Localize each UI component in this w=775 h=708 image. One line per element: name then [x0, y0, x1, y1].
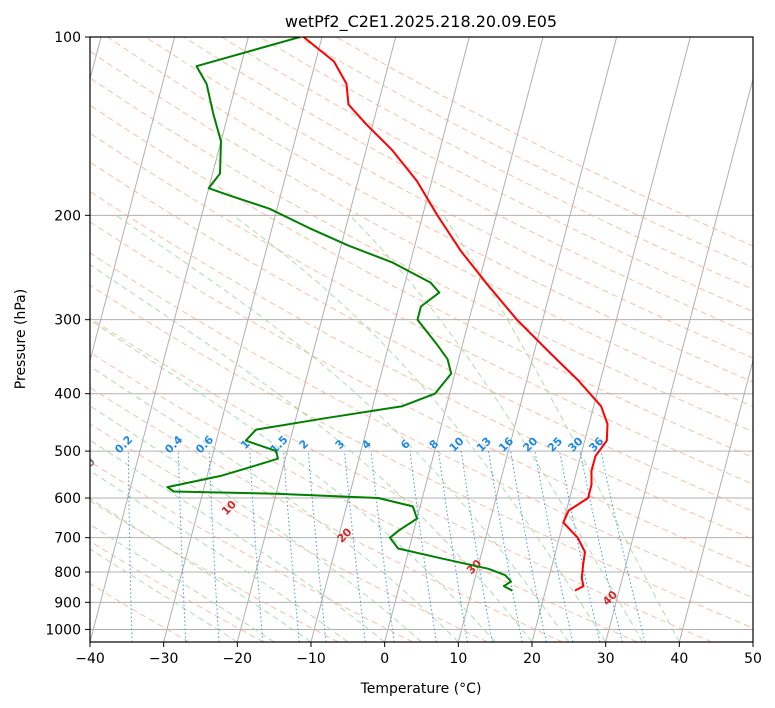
y-axis: 1000 900 800 700 600 500 400 300 200 100 — [45, 30, 90, 638]
x-tick-label: 50 — [744, 651, 762, 667]
y-axis-title: Pressure (hPa) — [13, 289, 29, 389]
dry-adiabat-line — [90, 387, 563, 642]
dry-adiabat-line — [221, 37, 753, 313]
moist-adiabat-line — [90, 319, 496, 642]
x-tick-label: 40 — [670, 651, 688, 667]
x-tick-label: 30 — [597, 651, 615, 667]
x-tick-label: −10 — [296, 651, 326, 667]
dry-adiabat-line — [259, 37, 753, 290]
x-axis-title: Temperature (°C) — [360, 681, 482, 697]
dry-adiabat-line — [90, 351, 638, 642]
moist-adiabat-line — [443, 215, 680, 642]
dry-adiabat-line — [90, 252, 753, 599]
dry-adiabat-line — [90, 317, 712, 642]
isotherm-line — [531, 37, 691, 642]
mixing-ratio-line — [579, 451, 623, 642]
plot-area: -100-90-80-70-60-50-40-30-20-10010203040… — [83, 37, 753, 642]
isotherm-line — [678, 358, 753, 642]
mixing-ratio-line — [534, 451, 574, 642]
moist-adiabat-line — [115, 214, 570, 642]
isobar-grid — [90, 37, 753, 630]
moist-adiabat-line — [232, 214, 607, 642]
isotherm-line — [163, 37, 323, 642]
y-tick-label: 400 — [54, 387, 81, 403]
x-axis: −40 −30 −20 −10 0 10 20 30 40 50 — [75, 642, 762, 667]
dry-adiabat-line — [90, 423, 488, 642]
dry-adiabat-line — [90, 104, 753, 459]
mixing-ratio-line — [600, 451, 646, 642]
y-tick-label: 200 — [54, 208, 81, 224]
y-tick-label: 500 — [54, 444, 81, 460]
temperature-profile — [302, 37, 609, 592]
y-tick-label: 300 — [54, 313, 81, 329]
plot-frame — [89, 36, 754, 643]
y-tick-label: 800 — [54, 565, 81, 581]
moist-adiabat-line — [90, 498, 312, 642]
isotherm-line — [236, 37, 397, 642]
isotherm-line — [384, 37, 544, 642]
dewpoint-profile — [166, 37, 513, 592]
sounding-profiles — [166, 37, 609, 592]
y-tick-label: 600 — [54, 491, 81, 507]
moist-adiabat-line — [349, 214, 643, 642]
mixing-ratio-line — [409, 451, 437, 642]
isotherm-line — [310, 37, 470, 642]
mixing-ratio-line — [344, 451, 366, 642]
y-tick-label: 1000 — [45, 622, 81, 638]
mixing-ratio-line — [438, 451, 468, 642]
isotherm-line — [90, 37, 249, 642]
y-tick-label: 700 — [54, 531, 81, 547]
isotherm-line — [90, 37, 176, 363]
dry-adiabat-line — [90, 284, 753, 629]
x-tick-label: −40 — [75, 651, 105, 667]
dry-adiabat-line — [106, 37, 753, 383]
x-tick-label: 0 — [380, 651, 389, 667]
x-tick-label: −20 — [223, 651, 253, 667]
mixing-ratio-line — [510, 451, 547, 642]
x-tick-label: 10 — [449, 651, 467, 667]
dry-adiabat-line — [90, 221, 753, 569]
chart-title: wetPf2_C2E1.2025.218.20.09.E05 — [285, 12, 557, 32]
moist-adiabat-line — [90, 365, 459, 642]
dry-adiabat-line — [90, 582, 190, 642]
moist-adiabat-line — [90, 439, 386, 642]
dry-adiabat-label: 0 — [83, 455, 98, 470]
mixing-ratio-line — [370, 451, 395, 642]
x-tick-label: 20 — [523, 651, 541, 667]
dry-adiabat-line — [90, 132, 753, 485]
dry-adiabat-line — [90, 461, 414, 642]
isotherm-line — [605, 77, 753, 642]
y-tick-label: 100 — [54, 30, 81, 46]
x-tick-label: −30 — [149, 651, 179, 667]
y-tick-label: 900 — [54, 595, 81, 611]
